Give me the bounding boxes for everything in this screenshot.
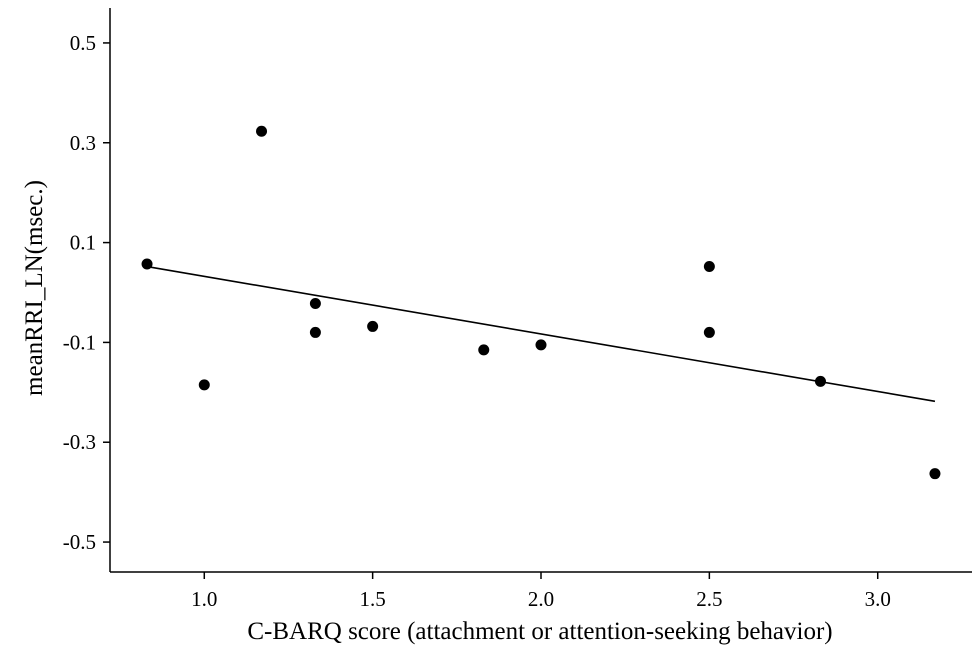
- data-point: [198, 379, 210, 391]
- data-point: [478, 344, 490, 356]
- x-tick-label: 2.0: [528, 587, 554, 611]
- x-tick-label: 3.0: [865, 587, 891, 611]
- y-axis-ticks: 0.5 0.3 0.1 -0.1 -0.3 -0.5: [63, 31, 110, 554]
- data-point: [309, 297, 321, 309]
- regression-line: [146, 265, 936, 403]
- data-point: [367, 320, 379, 332]
- data-points: [141, 125, 941, 480]
- data-point: [814, 375, 826, 387]
- y-tick-label: -0.5: [63, 530, 96, 554]
- x-axis-title: C-BARQ score (attachment or attention-se…: [247, 618, 832, 645]
- data-point: [535, 339, 547, 351]
- y-tick-label: -0.3: [63, 430, 96, 454]
- data-point: [929, 468, 941, 480]
- y-axis-title: meanRRI_LN(msec.): [21, 180, 48, 396]
- x-tick-label: 1.0: [191, 587, 217, 611]
- y-tick-label: 0.3: [70, 131, 96, 155]
- y-tick-label: 0.5: [70, 31, 96, 55]
- data-point: [703, 326, 715, 338]
- y-tick-label: -0.1: [63, 330, 96, 354]
- y-tick-label: 0.1: [70, 231, 96, 255]
- data-point: [703, 261, 715, 273]
- x-axis-ticks: 1.0 1.5 2.0 2.5 3.0: [191, 572, 891, 611]
- data-point: [309, 326, 321, 338]
- data-point: [141, 258, 153, 270]
- x-tick-label: 2.5: [696, 587, 722, 611]
- x-tick-label: 1.5: [360, 587, 386, 611]
- data-point: [256, 125, 268, 137]
